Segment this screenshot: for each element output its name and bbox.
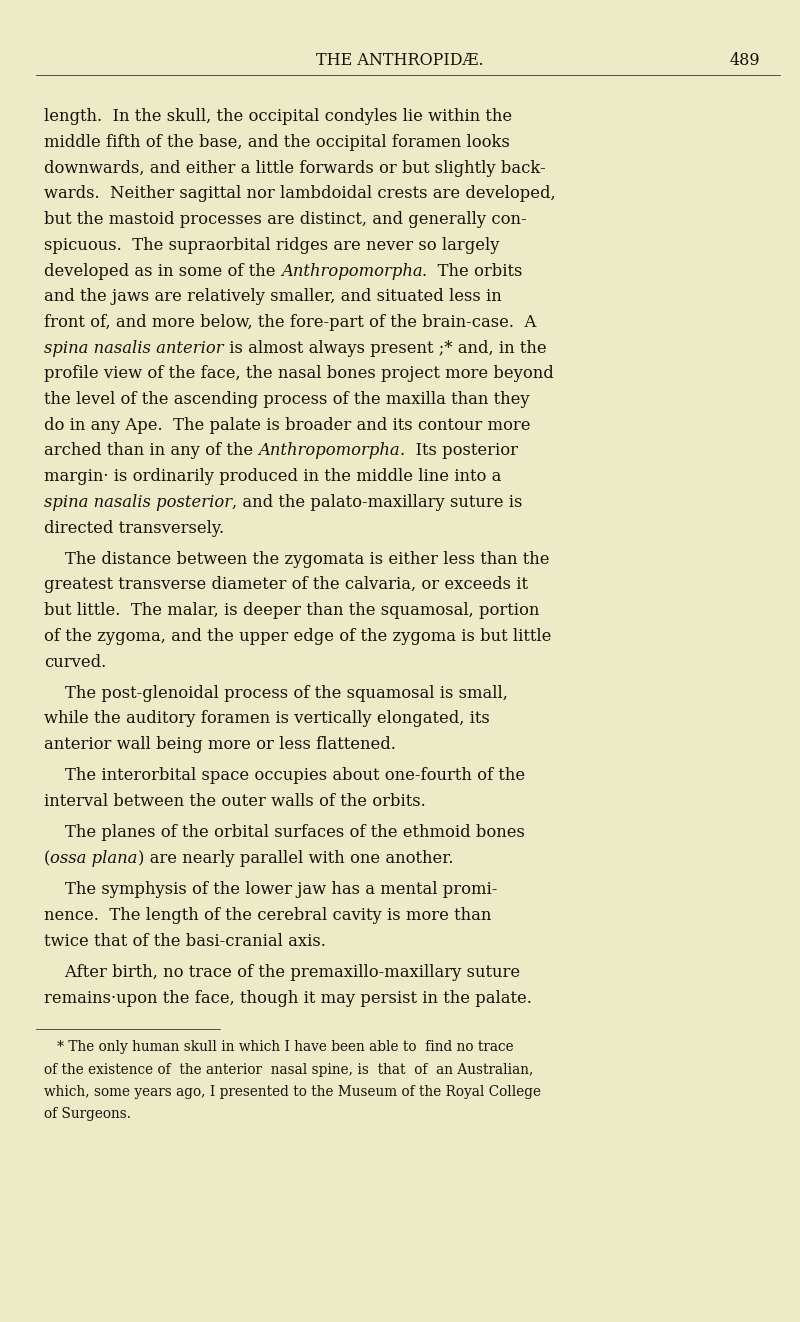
Text: arched than in any of the: arched than in any of the: [44, 443, 258, 460]
Text: After birth, no trace of the premaxillo-maxillary suture: After birth, no trace of the premaxillo-…: [44, 964, 520, 981]
Text: The planes of the orbital surfaces of the ethmoid bones: The planes of the orbital surfaces of th…: [44, 825, 525, 841]
Text: profile view of the face, the nasal bones project more beyond: profile view of the face, the nasal bone…: [44, 365, 554, 382]
Text: length.  In the skull, the occipital condyles lie within the: length. In the skull, the occipital cond…: [44, 108, 512, 126]
Text: , and the palato-maxillary suture is: , and the palato-maxillary suture is: [232, 494, 522, 510]
Text: twice that of the basi-cranial axis.: twice that of the basi-cranial axis.: [44, 933, 326, 949]
Text: ) are nearly parallel with one another.: ) are nearly parallel with one another.: [138, 850, 454, 867]
Text: do in any Ape.  The palate is broader and its contour more: do in any Ape. The palate is broader and…: [44, 416, 530, 434]
Text: of the zygoma, and the upper edge of the zygoma is but little: of the zygoma, and the upper edge of the…: [44, 628, 551, 645]
Text: ossa plana: ossa plana: [50, 850, 138, 867]
Text: the level of the ascending process of the maxilla than they: the level of the ascending process of th…: [44, 391, 530, 408]
Text: developed as in some of the: developed as in some of the: [44, 263, 281, 279]
Text: of Surgeons.: of Surgeons.: [44, 1107, 131, 1121]
Text: * The only human skull in which I have been able to  find no trace: * The only human skull in which I have b…: [44, 1040, 514, 1055]
Text: downwards, and either a little forwards or but slightly back-: downwards, and either a little forwards …: [44, 160, 546, 177]
Text: is almost always present ;* and, in the: is almost always present ;* and, in the: [224, 340, 546, 357]
Text: curved.: curved.: [44, 653, 106, 670]
Text: anterior wall being more or less flattened.: anterior wall being more or less flatten…: [44, 736, 396, 754]
Text: middle fifth of the base, and the occipital foramen looks: middle fifth of the base, and the occipi…: [44, 134, 510, 151]
Text: while the auditory foramen is vertically elongated, its: while the auditory foramen is vertically…: [44, 710, 490, 727]
Text: nence.  The length of the cerebral cavity is more than: nence. The length of the cerebral cavity…: [44, 907, 491, 924]
Text: margin· is ordinarily produced in the middle line into a: margin· is ordinarily produced in the mi…: [44, 468, 502, 485]
Text: front of, and more below, the fore-part of the brain-case.  A: front of, and more below, the fore-part …: [44, 313, 536, 330]
Text: greatest transverse diameter of the calvaria, or exceeds it: greatest transverse diameter of the calv…: [44, 576, 528, 594]
Text: wards.  Neither sagittal nor lambdoidal crests are developed,: wards. Neither sagittal nor lambdoidal c…: [44, 185, 556, 202]
Text: The distance between the zygomata is either less than the: The distance between the zygomata is eit…: [44, 551, 550, 567]
Text: .  Its posterior: . Its posterior: [400, 443, 518, 460]
Text: and the jaws are relatively smaller, and situated less in: and the jaws are relatively smaller, and…: [44, 288, 502, 305]
Text: spina nasalis posterior: spina nasalis posterior: [44, 494, 232, 510]
Text: Anthropomorpha: Anthropomorpha: [258, 443, 400, 460]
Text: The interorbital space occupies about one-fourth of the: The interorbital space occupies about on…: [44, 768, 525, 784]
Text: The post-glenoidal process of the squamosal is small,: The post-glenoidal process of the squamo…: [44, 685, 508, 702]
Text: but little.  The malar, is deeper than the squamosal, portion: but little. The malar, is deeper than th…: [44, 602, 539, 619]
Text: remains·upon the face, though it may persist in the palate.: remains·upon the face, though it may per…: [44, 990, 532, 1006]
Text: but the mastoid processes are distinct, and generally con-: but the mastoid processes are distinct, …: [44, 212, 526, 229]
Text: The symphysis of the lower jaw has a mental promi-: The symphysis of the lower jaw has a men…: [44, 882, 498, 899]
Text: interval between the outer walls of the orbits.: interval between the outer walls of the …: [44, 793, 426, 810]
Text: which, some years ago, I presented to the Museum of the Royal College: which, some years ago, I presented to th…: [44, 1085, 541, 1099]
Text: .  The orbits: . The orbits: [422, 263, 522, 279]
Text: of the existence of  the anterior  nasal spine, is  that  of  an Australian,: of the existence of the anterior nasal s…: [44, 1063, 534, 1076]
Text: spina nasalis anterior: spina nasalis anterior: [44, 340, 224, 357]
Text: 489: 489: [730, 52, 760, 69]
Text: Anthropomorpha: Anthropomorpha: [281, 263, 422, 279]
Text: THE ANTHROPIDÆ.: THE ANTHROPIDÆ.: [316, 52, 484, 69]
Text: directed transversely.: directed transversely.: [44, 520, 224, 537]
Text: (: (: [44, 850, 50, 867]
Text: spicuous.  The supraorbital ridges are never so largely: spicuous. The supraorbital ridges are ne…: [44, 237, 499, 254]
